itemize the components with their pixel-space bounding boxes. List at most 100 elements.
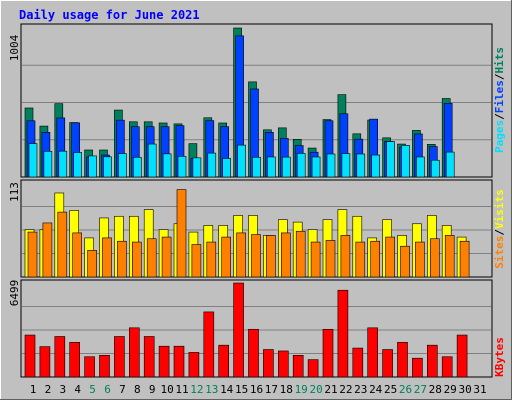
bar-kbytes-day-2 xyxy=(39,346,51,378)
day-label-12: 12 xyxy=(190,383,203,396)
day-label-7: 7 xyxy=(119,383,126,396)
day-label-29: 29 xyxy=(444,383,457,396)
bar-kbytes-day-24 xyxy=(367,327,379,378)
bar-sites-day-14 xyxy=(221,236,231,278)
bar-sites-day-19 xyxy=(295,230,306,278)
bar-sites-day-26 xyxy=(400,245,410,278)
day-label-28: 28 xyxy=(429,383,442,396)
bar-kbytes-day-28 xyxy=(426,344,438,378)
day-label-1: 1 xyxy=(30,383,37,396)
bar-kbytes-day-22 xyxy=(337,289,349,378)
day-label-24: 24 xyxy=(369,383,383,396)
bar-kbytes-day-20 xyxy=(307,359,319,378)
bar-pages-day-15 xyxy=(237,144,246,178)
bar-pages-day-13 xyxy=(207,152,217,178)
bar-kbytes-day-13 xyxy=(203,311,215,378)
bar-kbytes-day-1 xyxy=(24,334,36,378)
bar-pages-day-16 xyxy=(252,156,261,178)
legend-part-1: / xyxy=(493,229,506,236)
bar-kbytes-day-3 xyxy=(54,336,66,378)
legend-part-4: Hits xyxy=(493,47,506,74)
bar-pages-day-23 xyxy=(356,153,366,178)
bar-pages-day-5 xyxy=(88,155,97,178)
bar-sites-day-15 xyxy=(236,232,246,278)
day-label-22: 22 xyxy=(339,383,352,396)
max-label-visits-sites: 113 xyxy=(8,182,21,202)
bars-layer xyxy=(24,27,470,378)
day-label-18: 18 xyxy=(280,383,293,396)
day-label-16: 16 xyxy=(250,383,263,396)
bar-kbytes-day-18 xyxy=(277,350,289,378)
day-label-8: 8 xyxy=(134,383,141,396)
bar-sites-day-23 xyxy=(355,241,366,278)
day-label-13: 13 xyxy=(205,383,218,396)
bar-sites-day-11 xyxy=(176,189,187,278)
day-label-14: 14 xyxy=(220,383,234,396)
bar-sites-day-5 xyxy=(87,250,97,278)
bar-kbytes-day-14 xyxy=(218,344,229,378)
bar-kbytes-day-23 xyxy=(352,347,364,378)
bar-pages-day-12 xyxy=(192,157,202,178)
bar-kbytes-day-16 xyxy=(248,328,259,378)
max-label-hits-files-pages: 1004 xyxy=(8,34,21,61)
bar-sites-day-3 xyxy=(57,211,68,278)
day-label-17: 17 xyxy=(265,383,278,396)
bar-pages-day-1 xyxy=(28,143,38,178)
day-labels: 1 2 3 4 5 6 7 8 9 10 11 12 13 14 15 16 17 18 19 20 21 22 23 24 2… xyxy=(30,383,487,396)
bar-pages-day-27 xyxy=(416,156,425,178)
day-label-10: 10 xyxy=(160,383,173,396)
bar-sites-day-22 xyxy=(340,235,351,278)
legend-visits-sites: Sites/Visits xyxy=(493,189,506,269)
day-label-25: 25 xyxy=(384,383,397,396)
bar-kbytes-day-4 xyxy=(69,341,80,378)
day-label-11: 11 xyxy=(175,383,188,396)
bar-sites-day-8 xyxy=(132,241,142,278)
legend-hits-files-pages: Pages/Files/Hits xyxy=(493,47,506,153)
bar-sites-day-4 xyxy=(72,232,82,278)
day-label-20: 20 xyxy=(309,383,322,396)
bar-sites-day-6 xyxy=(102,237,112,278)
legend-part-3: / xyxy=(493,73,506,80)
bar-sites-day-30 xyxy=(459,240,470,278)
bar-sites-day-2 xyxy=(42,222,53,278)
legend-part-2: Visits xyxy=(493,189,506,229)
bar-pages-day-28 xyxy=(430,159,440,178)
bar-kbytes-day-29 xyxy=(441,356,453,378)
day-label-21: 21 xyxy=(324,383,337,396)
day-label-31: 31 xyxy=(473,383,486,396)
bar-sites-day-7 xyxy=(117,240,127,278)
bar-pages-day-11 xyxy=(177,156,187,178)
bar-sites-day-9 xyxy=(146,238,157,278)
bar-sites-day-20 xyxy=(310,241,321,278)
chart-title: Daily usage for June 2021 xyxy=(19,8,200,22)
legend-part-0: Sites xyxy=(493,236,506,269)
bar-kbytes-day-21 xyxy=(322,328,334,378)
bar-sites-day-13 xyxy=(206,241,217,278)
bar-pages-day-20 xyxy=(311,156,321,178)
bar-pages-day-6 xyxy=(103,156,112,178)
day-label-4: 4 xyxy=(74,383,81,396)
legend-part-2: Files xyxy=(493,80,506,113)
bar-kbytes-day-7 xyxy=(114,336,125,378)
bar-pages-day-26 xyxy=(401,145,410,178)
day-label-23: 23 xyxy=(354,383,367,396)
bar-pages-day-21 xyxy=(326,153,336,178)
bar-kbytes-day-26 xyxy=(397,341,408,378)
day-label-9: 9 xyxy=(149,383,156,396)
bar-kbytes-day-6 xyxy=(99,355,110,378)
day-label-27: 27 xyxy=(414,383,427,396)
day-label-3: 3 xyxy=(59,383,66,396)
day-label-19: 19 xyxy=(295,383,308,396)
bar-sites-day-18 xyxy=(280,232,291,278)
day-label-2: 2 xyxy=(45,383,52,396)
bar-sites-day-27 xyxy=(415,241,425,278)
day-label-30: 30 xyxy=(458,383,471,396)
bar-sites-day-16 xyxy=(251,234,261,278)
bar-sites-day-21 xyxy=(325,240,336,278)
bar-sites-day-28 xyxy=(429,238,440,278)
max-label-kbytes: 6499 xyxy=(8,280,21,307)
bar-pages-day-25 xyxy=(386,141,395,178)
bar-pages-day-8 xyxy=(133,156,142,178)
day-label-6: 6 xyxy=(104,383,111,396)
bar-sites-day-12 xyxy=(191,244,202,278)
